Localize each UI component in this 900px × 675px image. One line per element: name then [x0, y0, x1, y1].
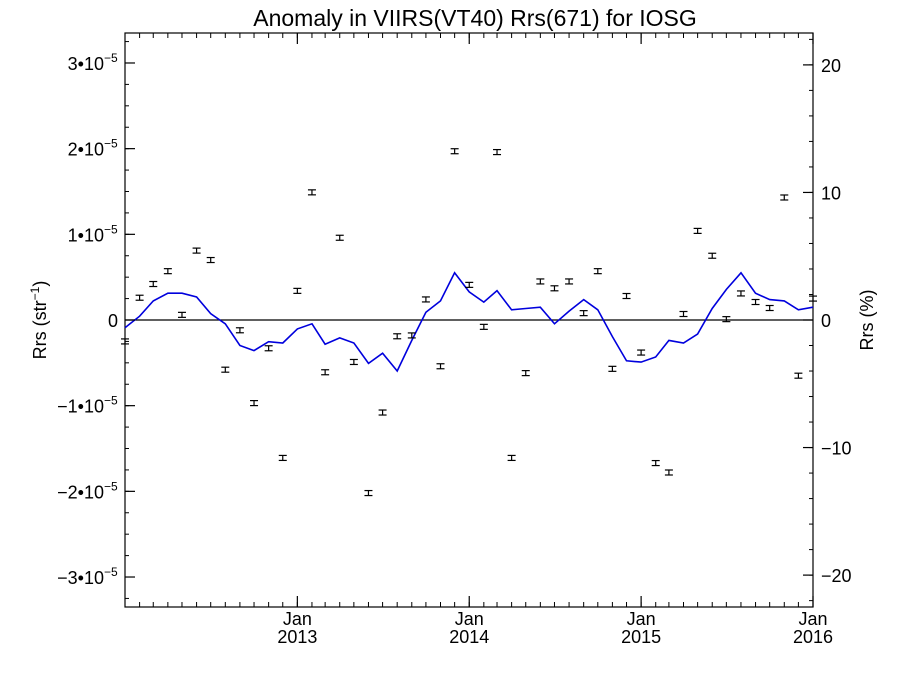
left-tick-mantissa: 2•10 [68, 140, 104, 160]
anomaly-point [407, 332, 416, 339]
left-tick-label: −3•10 [57, 568, 104, 588]
left-tick-exponent: −5 [104, 479, 118, 493]
anomaly-point [206, 256, 215, 264]
x-tick-year: 2013 [277, 627, 317, 647]
left-tick-mantissa: 3•10 [68, 54, 104, 74]
anomaly-point [149, 280, 158, 288]
right-tick-label: 20 [821, 56, 841, 76]
anomaly-point [192, 247, 201, 254]
anomaly-point [479, 323, 488, 330]
anomaly-point [565, 278, 574, 285]
anomaly-point [364, 489, 373, 497]
left-tick-label: 2•10 [68, 140, 104, 160]
anomaly-point [751, 298, 760, 306]
anomaly-point [809, 295, 817, 302]
anomaly-point [307, 189, 316, 196]
chart-title: Anomaly in VIIRS(VT40) Rrs(671) for IOSG [253, 5, 697, 31]
left-tick-exponent: −5 [104, 51, 118, 65]
anomaly-point [250, 400, 259, 407]
right-tick-label: −20 [821, 566, 852, 586]
left-tick-mantissa: −1•10 [57, 397, 104, 417]
anomaly-point [722, 316, 731, 323]
anomaly-point [679, 310, 688, 318]
anomaly-point [450, 148, 459, 155]
anomaly-point [536, 278, 545, 285]
anomaly-point [550, 285, 559, 292]
left-y-axis-label-close: ) [30, 281, 50, 287]
left-y-axis-label-text: Rrs (str [30, 300, 50, 359]
right-tick-label: 10 [821, 183, 841, 203]
x-tick-month: Jan [283, 609, 312, 629]
left-tick-label: 1•10 [68, 225, 104, 245]
right-tick-label: 0 [821, 311, 831, 331]
anomaly-point [708, 252, 717, 259]
x-tick-year: 2015 [621, 627, 661, 647]
anomaly-point [736, 290, 745, 297]
anomaly-point [235, 327, 244, 334]
left-y-axis: 3•10 −52•10 −51•10 −50−1•10 −5−2•10 −5−3•10 −5 [57, 41, 135, 599]
left-tick-mantissa: 1•10 [68, 225, 104, 245]
anomaly-points [121, 148, 817, 497]
anomaly-point [780, 194, 789, 201]
anomaly-point [163, 268, 172, 275]
anomaly-point [579, 310, 588, 317]
anomaly-point [177, 311, 186, 318]
anomaly-point [521, 370, 530, 377]
blue-series-line [124, 271, 814, 373]
left-y-axis-label: Rrs (str−1) [28, 281, 50, 360]
anomaly-point [507, 454, 516, 462]
right-y-axis-label: Rrs (%) [857, 290, 877, 351]
blue-trend-line [124, 271, 814, 373]
anomaly-point [221, 366, 230, 373]
anomaly-point [421, 296, 430, 303]
anomaly-point [436, 363, 445, 370]
anomaly-point [335, 234, 344, 241]
anomaly-point [264, 345, 273, 352]
left-tick-exponent: −5 [104, 394, 118, 408]
right-y-axis: 20 10 0 −10 −20 [803, 38, 852, 602]
anomaly-point [465, 281, 474, 288]
anomaly-point [493, 148, 502, 156]
anomaly-point [293, 287, 302, 294]
left-tick-mantissa: −3•10 [57, 568, 104, 588]
anomaly-point [349, 358, 358, 366]
right-tick-label: −10 [821, 439, 852, 459]
x-tick-month: Jan [798, 609, 827, 629]
anomaly-point [693, 227, 702, 235]
anomaly-point [593, 268, 602, 275]
anomaly-point [321, 369, 330, 376]
anomaly-point [664, 469, 673, 476]
x-tick-month: Jan [627, 609, 656, 629]
left-tick-label: 3•10 [68, 54, 104, 74]
anomaly-point [651, 459, 660, 467]
anomaly-point [622, 292, 631, 300]
left-tick-exponent: −5 [104, 565, 118, 579]
x-tick-year: 2016 [793, 627, 833, 647]
left-tick-mantissa: −2•10 [57, 482, 104, 502]
left-tick-mantissa: 0 [108, 311, 118, 331]
left-tick-label: 0 [108, 311, 118, 331]
anomaly-point [135, 294, 144, 301]
anomaly-point [794, 372, 803, 379]
left-tick-label: −2•10 [57, 482, 104, 502]
x-tick-month: Jan [455, 609, 484, 629]
left-y-axis-label-exp: −1 [28, 286, 42, 300]
left-tick-exponent: −5 [104, 137, 118, 151]
anomaly-point [278, 454, 287, 462]
left-tick-exponent: −5 [104, 222, 118, 236]
anomaly-point [765, 304, 774, 312]
x-tick-year: 2014 [449, 627, 489, 647]
anomaly-point [608, 365, 617, 372]
left-tick-label: −1•10 [57, 397, 104, 417]
anomaly-point [378, 409, 387, 416]
anomaly-point [637, 349, 646, 356]
anomaly-point [393, 333, 402, 340]
